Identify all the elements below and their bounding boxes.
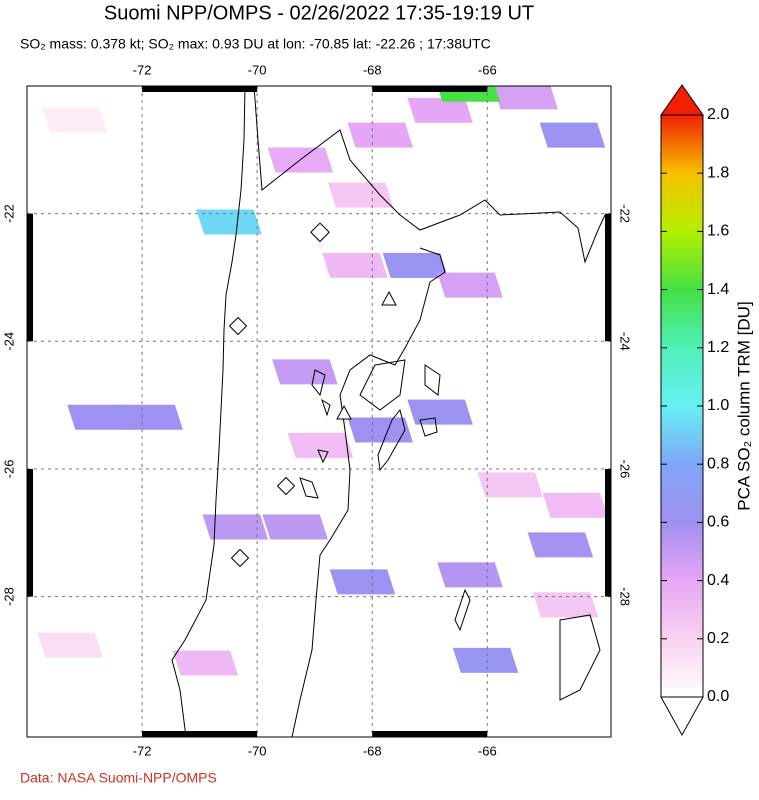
- so2-pixel: [493, 86, 559, 110]
- so2-pixel: [287, 432, 354, 458]
- pixel-layer: [37, 86, 609, 676]
- so2-pixel: [272, 359, 338, 385]
- frame-border: [26, 85, 612, 738]
- y-tick-label: -22: [1, 204, 16, 223]
- footer: Data: NASA Suomi-NPP/OMPS: [20, 770, 217, 786]
- y-tick-label: -24: [618, 332, 633, 351]
- so2-pixel: [117, 404, 183, 430]
- so2-pixel: [542, 492, 609, 518]
- title: Suomi NPP/OMPS - 02/26/2022 17:35-19:19 …: [104, 2, 534, 24]
- colorbar-ticks: 0.0 0.2 0.4 0.6 0.8 1.0 1.2 1.4 1.6 1.8 2.0: [661, 106, 729, 705]
- colorbar-tick-label: 1.0: [707, 397, 729, 414]
- x-tick-label: -72: [133, 743, 152, 758]
- so2-pixel: [382, 252, 449, 278]
- x-tick-label: -72: [133, 62, 152, 77]
- so2-pixel: [452, 647, 519, 673]
- so2-pixel: [37, 632, 103, 658]
- y-tick-label: -22: [618, 204, 633, 223]
- x-tick-label: -70: [248, 743, 267, 758]
- colorbar-tick-label: 0.0: [707, 688, 729, 705]
- salt-flat: [299, 359, 601, 701]
- so2-pixel: [327, 182, 394, 208]
- y-tick-label: -28: [1, 587, 16, 606]
- so2-pixel: [347, 122, 414, 148]
- so2-pixel: [527, 532, 594, 558]
- map-frame: [26, 85, 612, 738]
- colorbar-tick-label: 2.0: [707, 106, 729, 123]
- volcano-diamond: [276, 476, 296, 496]
- x-tick-label: -66: [478, 62, 497, 77]
- so2-pixel: [196, 209, 262, 235]
- coastlines: [171, 86, 606, 737]
- so2-pixel: [67, 404, 133, 430]
- x-tick-label: -68: [363, 62, 382, 77]
- frame-band: [142, 731, 258, 737]
- frame-band: [27, 468, 33, 597]
- colorbar-tick-label: 0.8: [707, 455, 729, 472]
- x-tick-label: -68: [363, 743, 382, 758]
- colorbar-tick-label: 1.2: [707, 339, 729, 356]
- frame-band: [372, 731, 488, 737]
- volcano-diamond: [230, 548, 250, 568]
- colorbar-tick-label: 1.6: [707, 223, 729, 240]
- so2-pixel: [407, 399, 473, 425]
- frame-band: [605, 213, 611, 342]
- colorbar-tick-label: 1.8: [707, 164, 729, 181]
- so2-pixel: [172, 650, 239, 676]
- volcano-markers: [228, 222, 397, 568]
- colorbar-extend-top: [660, 84, 704, 116]
- y-tick-label: -24: [1, 332, 16, 351]
- border: [291, 247, 446, 737]
- volcano-diamond: [228, 316, 248, 336]
- so2-pixel: [437, 562, 503, 588]
- coastline: [171, 86, 246, 737]
- frame-band: [605, 468, 611, 597]
- so2-pixel: [532, 592, 599, 618]
- so2-pixel: [437, 272, 503, 298]
- x-tick-label: -66: [478, 743, 497, 758]
- so2-pixel: [262, 514, 328, 540]
- colorbar-tick-label: 0.4: [707, 572, 729, 589]
- so2-pixel: [322, 252, 388, 278]
- colorbar-tick-label: 0.6: [707, 514, 729, 531]
- frame-band: [372, 86, 488, 92]
- so2-pixel: [329, 569, 396, 595]
- border: [253, 86, 606, 264]
- colorbar-label: PCA SO₂ column TRM [DU]: [734, 301, 753, 510]
- colorbar: [660, 114, 704, 698]
- y-tick-label: -26: [1, 460, 16, 479]
- so2-pixel: [42, 107, 108, 133]
- frame-band: [142, 86, 258, 92]
- x-tick-label: -70: [248, 62, 267, 77]
- y-tick-label: -28: [618, 587, 633, 606]
- so2-pixel: [477, 472, 544, 498]
- so2-pixel: [539, 122, 606, 148]
- so2-pixel: [347, 417, 414, 443]
- colorbar-tick-label: 1.4: [707, 281, 729, 298]
- volcano-triangle: [336, 404, 352, 420]
- volcano-triangle: [381, 290, 397, 306]
- volcano-diamond: [310, 222, 330, 243]
- y-tick-label: -26: [618, 460, 633, 479]
- so2-pixel: [407, 97, 473, 123]
- frame-band: [27, 213, 33, 342]
- colorbar-tick-label: 0.2: [707, 630, 729, 647]
- subtitle: SO₂ mass: 0.378 kt; SO₂ max: 0.93 DU at …: [20, 36, 491, 52]
- so2-pixel: [202, 514, 269, 540]
- colorbar-extend-bottom: [660, 696, 704, 737]
